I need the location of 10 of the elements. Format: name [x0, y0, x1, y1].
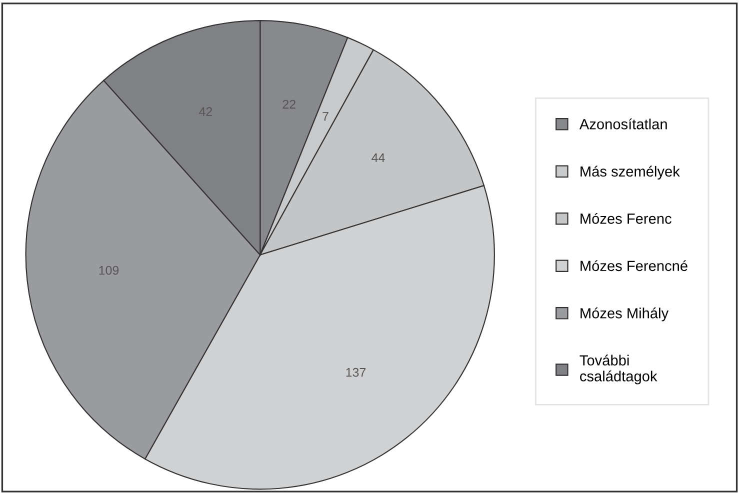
legend-label: Mózes Ferenc	[580, 212, 672, 224]
data-label: 109	[99, 266, 119, 275]
legend-label: További családtagok	[580, 354, 658, 384]
legend-label: Azonosítatlan	[579, 118, 667, 130]
legend-label: Mózes Mihály	[580, 307, 669, 322]
legend-label: Más személyek	[580, 166, 680, 180]
data-label: 44	[372, 153, 385, 162]
legend-label: Mózes Ferencné	[580, 260, 688, 272]
data-label: 137	[346, 368, 366, 377]
data-label: 7	[322, 112, 328, 121]
